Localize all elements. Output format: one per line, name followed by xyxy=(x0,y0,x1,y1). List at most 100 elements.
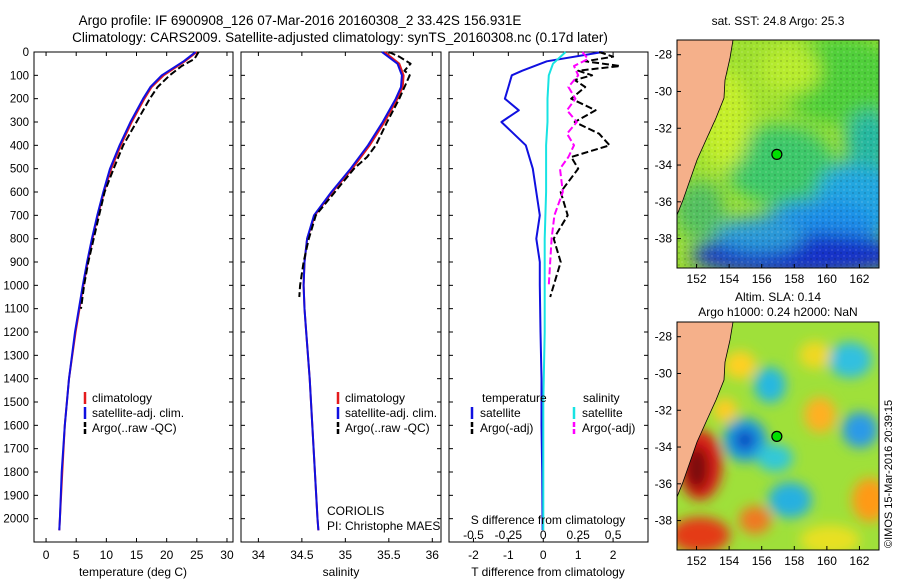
y-tick-label: 1100 xyxy=(4,304,29,316)
map-x-tick-label: 156 xyxy=(752,554,772,568)
temperature-panel: 0100200300400500600700800900100011001200… xyxy=(3,47,234,579)
sst-map-axis: 152 154 156 158 160 162 -28 -30 -32 -34 -36 -38 xyxy=(655,48,870,286)
difference-xlabel: T difference from climatology xyxy=(471,565,625,579)
sst-map-frame xyxy=(676,39,880,269)
x-tick-label: 0 xyxy=(43,548,50,562)
legend-label-climatology: climatology xyxy=(345,391,405,405)
series-line-salinity-satellite xyxy=(542,51,567,531)
x-tick-label: 1 xyxy=(575,548,582,562)
map-y-tick-label: -38 xyxy=(655,514,673,528)
y-tick-label: 900 xyxy=(10,257,29,269)
y-tick-label: 800 xyxy=(10,234,29,246)
temperature-axis: 0100200300400500600700800900100011001200… xyxy=(3,47,234,562)
series-line-satellite-adj-clim xyxy=(58,51,197,531)
x-tick-label: 36 xyxy=(426,548,440,562)
difference-legend: temperature salinity satellite Argo(-adj… xyxy=(470,391,635,435)
header-line1: Argo profile: IF 6900908_126 07-Mar-2016… xyxy=(79,13,522,28)
sla-map-subtitle: Argo h1000: 0.24 h2000: NaN xyxy=(698,305,857,319)
x-top-tick-label: 0 xyxy=(540,528,547,542)
map-y-tick-label: -36 xyxy=(655,195,673,209)
x-tick-label: 34.5 xyxy=(290,548,314,562)
legend-label-temp-argo: Argo(-adj) xyxy=(480,421,533,435)
y-tick-label: 1000 xyxy=(3,280,29,292)
map-x-tick-label: 154 xyxy=(719,272,739,286)
x-top-tick-label: -0.25 xyxy=(495,528,523,542)
x-top-tick-label: 0.25 xyxy=(566,528,590,542)
x-tick-label: 15 xyxy=(130,548,144,562)
temperature-plot-frame xyxy=(33,51,234,543)
map-x-tick-label: 160 xyxy=(817,272,837,286)
map-x-tick-label: 162 xyxy=(849,554,869,568)
map-x-tick-label: 158 xyxy=(784,554,804,568)
legend-label-temp-satellite: satellite xyxy=(480,406,521,420)
series-line-temperature-satellite xyxy=(500,51,603,531)
sla-map-field xyxy=(677,322,879,550)
map-y-tick-label: -34 xyxy=(655,440,673,454)
y-tick-label: 1700 xyxy=(3,444,29,456)
x-tick-label: 30 xyxy=(220,548,234,562)
x-tick-label: 34 xyxy=(252,548,266,562)
map-y-tick-label: -28 xyxy=(655,48,673,62)
legend-label-argo: Argo(..raw -QC) xyxy=(92,421,177,435)
map-y-tick-label: -32 xyxy=(655,403,673,417)
difference-axis: -2 -1 0 1 2 -0.5 -0.25 0 0.25 0.5 xyxy=(449,51,648,562)
legend-label-satellite: satellite-adj. clim. xyxy=(345,406,437,420)
x-tick-label: 0 xyxy=(540,548,547,562)
x-tick-label: 35 xyxy=(339,548,353,562)
difference-xlabel-top: S difference from climatology xyxy=(471,513,626,527)
map-y-tick-label: -38 xyxy=(655,232,673,246)
y-tick-label: 700 xyxy=(10,210,29,222)
y-tick-label: 200 xyxy=(10,94,29,106)
y-tick-label: 1500 xyxy=(3,397,29,409)
map-y-tick-label: -30 xyxy=(655,366,673,380)
sla-map-panel: Altim. SLA: 0.14 Argo h1000: 0.24 h2000:… xyxy=(655,290,880,568)
series-line-climatology xyxy=(302,51,405,531)
y-tick-label: 100 xyxy=(10,70,29,82)
salinity-panel: 34 34.5 35 35.5 36 climatology satellite-adj… xyxy=(240,51,442,579)
x-top-tick-label: -0.5 xyxy=(463,528,484,542)
legend-label-climatology: climatology xyxy=(92,391,152,405)
sla-map-frame xyxy=(676,321,880,551)
salinity-legend: climatology satellite-adj. clim. Argo(..… xyxy=(336,391,437,435)
legend-heading-salinity: salinity xyxy=(583,391,620,405)
x-tick-label: 20 xyxy=(160,548,174,562)
y-tick-label: 2000 xyxy=(3,514,29,526)
sla-argo-marker xyxy=(771,430,783,442)
salinity-plot-frame xyxy=(240,51,442,543)
temperature-xlabel: temperature (deg C) xyxy=(79,565,187,579)
x-tick-label: 2 xyxy=(610,548,617,562)
y-tick-label: 1400 xyxy=(3,374,29,386)
x-tick-label: 35.5 xyxy=(377,548,401,562)
y-tick-label: 300 xyxy=(10,117,29,129)
series-line-salinity-argo-adj xyxy=(547,51,589,286)
y-tick-label: 1900 xyxy=(3,490,29,502)
difference-lines xyxy=(500,51,622,531)
sla-map-title: Altim. SLA: 0.14 xyxy=(735,290,821,304)
legend-label-sal-satellite: satellite xyxy=(582,406,623,420)
y-tick-label: 600 xyxy=(10,187,29,199)
map-y-tick-label: -34 xyxy=(655,158,673,172)
x-tick-label: -1 xyxy=(503,548,514,562)
temperature-legend: climatology satellite-adj. clim. Argo(..… xyxy=(83,391,184,435)
map-x-tick-label: 154 xyxy=(719,554,739,568)
legend-label-argo: Argo(..raw -QC) xyxy=(345,421,430,435)
map-x-tick-label: 156 xyxy=(752,272,772,286)
series-line-argo-raw-qc xyxy=(298,51,412,298)
sst-map-panel: sat. SST: 24.8 Argo: 25.3 152 154 156 158 16… xyxy=(655,14,880,286)
annotation-coriolis: CORIOLIS xyxy=(327,504,384,518)
map-y-tick-label: -32 xyxy=(655,121,673,135)
y-tick-label: 0 xyxy=(23,47,29,59)
x-tick-label: 25 xyxy=(190,548,204,562)
map-y-tick-label: -30 xyxy=(655,84,673,98)
series-line-temperature-argo-adj xyxy=(549,51,622,298)
legend-label-sal-argo: Argo(-adj) xyxy=(582,421,635,435)
legend-label-satellite: satellite-adj. clim. xyxy=(92,406,184,420)
imos-credit: ©IMOS 15-Mar-2016 20:39:15 xyxy=(883,400,895,548)
difference-plot-frame xyxy=(448,51,649,543)
x-top-tick-label: 0.5 xyxy=(605,528,622,542)
map-x-tick-label: 152 xyxy=(687,554,707,568)
sst-map-field xyxy=(677,40,879,268)
map-x-tick-label: 152 xyxy=(687,272,707,286)
difference-panel: -2 -1 0 1 2 -0.5 -0.25 0 0.25 0.5 temperature sal… xyxy=(448,51,649,579)
